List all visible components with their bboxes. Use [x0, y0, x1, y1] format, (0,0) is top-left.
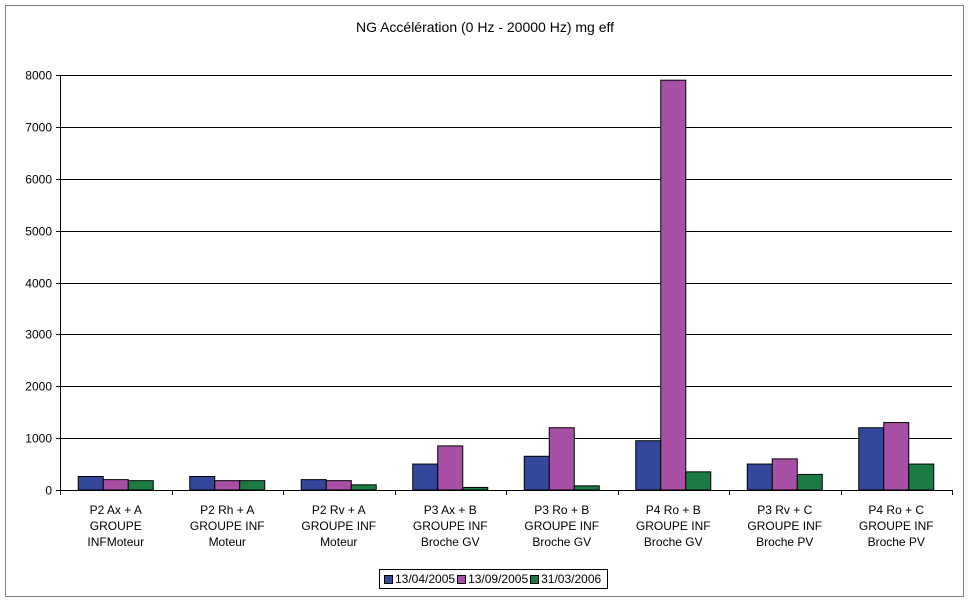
bar: [214, 480, 241, 491]
x-tick-label: GROUPE INF: [524, 519, 599, 533]
bar: [635, 440, 662, 491]
legend-label: 31/03/2006: [541, 572, 602, 586]
bar: [239, 480, 266, 491]
y-tick-label: 5000: [25, 225, 52, 239]
bar: [350, 484, 377, 491]
y-tick-label: 3000: [25, 328, 52, 342]
legend-item: 13/04/2005: [384, 572, 455, 586]
chart-title: NG Accélération (0 Hz - 20000 Hz) mg eff: [355, 19, 615, 35]
x-tick-label: P2 Ax + A: [90, 503, 142, 517]
bar: [573, 485, 600, 491]
y-tick-label: 1000: [25, 432, 52, 446]
bar: [908, 463, 935, 491]
chart-legend: 13/04/2005 13/09/2005 31/03/2006: [379, 569, 609, 589]
bar: [796, 473, 823, 491]
x-tick-label: P3 Ax + B: [424, 503, 477, 517]
legend-swatch: [384, 574, 393, 584]
x-tick-label: GROUPE: [90, 519, 142, 533]
x-tick-label: P4 Ro + B: [646, 503, 701, 517]
y-tick-label: 7000: [25, 121, 52, 135]
bar: [771, 458, 798, 491]
legend-item: 31/03/2006: [530, 572, 601, 586]
x-tick-label: Broche GV: [644, 535, 703, 549]
bar: [685, 471, 712, 491]
x-tick-label: GROUPE INF: [859, 519, 934, 533]
x-tick-label: P4 Ro + C: [868, 503, 924, 517]
y-tick-label: 0: [45, 484, 52, 498]
legend-label: 13/04/2005: [395, 572, 456, 586]
legend-label: 13/09/2005: [468, 572, 529, 586]
x-tick-label: GROUPE INF: [636, 519, 711, 533]
x-tick-label: Broche PV: [756, 535, 813, 549]
bar: [412, 463, 439, 491]
bar: [746, 463, 773, 491]
legend-swatch: [530, 574, 540, 584]
bar: [300, 479, 327, 491]
x-tick-label: P2 Rv + A: [312, 503, 366, 517]
y-tick-label: 4000: [25, 277, 52, 291]
x-tick-label: INFMoteur: [87, 535, 144, 549]
chart-frame: [5, 5, 964, 597]
y-tick-label: 2000: [25, 380, 52, 394]
bar: [325, 480, 352, 491]
x-tick-label: Moteur: [320, 535, 357, 549]
x-tick-label: GROUPE INF: [190, 519, 265, 533]
x-tick-label: Broche GV: [532, 535, 591, 549]
x-tick-label: P3 Ro + B: [534, 503, 589, 517]
x-tick-label: Broche GV: [421, 535, 480, 549]
legend-item: 13/09/2005: [457, 572, 528, 586]
bar: [883, 422, 910, 491]
x-tick-label: GROUPE INF: [301, 519, 376, 533]
bar: [523, 455, 550, 491]
x-tick-label: P2 Rh + A: [200, 503, 254, 517]
x-tick-label: Broche PV: [868, 535, 925, 549]
bar: [437, 445, 464, 491]
bar: [858, 427, 885, 491]
y-tick-label: 8000: [25, 69, 52, 83]
bar: [102, 479, 129, 491]
bar: [189, 476, 216, 491]
bar: [462, 486, 489, 491]
bar: [660, 79, 687, 491]
bar: [548, 427, 575, 491]
bar: [77, 476, 104, 491]
legend-swatch: [457, 574, 467, 584]
x-tick-label: GROUPE INF: [413, 519, 488, 533]
x-tick-label: P3 Rv + C: [757, 503, 812, 517]
x-tick-label: Moteur: [209, 535, 246, 549]
bar: [127, 480, 154, 491]
y-tick-label: 6000: [25, 173, 52, 187]
x-tick-label: GROUPE INF: [747, 519, 822, 533]
